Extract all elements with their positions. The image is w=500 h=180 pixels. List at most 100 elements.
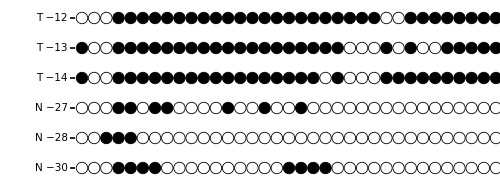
Circle shape	[442, 42, 453, 54]
Circle shape	[296, 102, 307, 114]
Circle shape	[198, 162, 209, 174]
Circle shape	[137, 162, 148, 174]
Circle shape	[198, 102, 209, 114]
Circle shape	[76, 72, 88, 84]
Circle shape	[478, 132, 490, 144]
Circle shape	[150, 102, 161, 114]
Circle shape	[380, 72, 392, 84]
Circle shape	[344, 102, 356, 114]
Circle shape	[284, 162, 294, 174]
Circle shape	[259, 102, 270, 114]
Circle shape	[320, 12, 332, 24]
Text: N −27: N −27	[35, 103, 68, 113]
Circle shape	[113, 12, 124, 24]
Circle shape	[308, 72, 319, 84]
Circle shape	[125, 42, 136, 54]
Circle shape	[393, 12, 404, 24]
Circle shape	[125, 162, 136, 174]
Text: N −30: N −30	[35, 163, 68, 173]
Circle shape	[186, 132, 198, 144]
Circle shape	[174, 12, 185, 24]
Circle shape	[320, 102, 332, 114]
Circle shape	[186, 102, 198, 114]
Circle shape	[88, 162, 100, 174]
Circle shape	[490, 102, 500, 114]
Circle shape	[198, 42, 209, 54]
Circle shape	[356, 12, 368, 24]
Circle shape	[417, 12, 428, 24]
Circle shape	[150, 72, 161, 84]
Circle shape	[125, 12, 136, 24]
Circle shape	[405, 42, 416, 54]
Circle shape	[356, 72, 368, 84]
Circle shape	[393, 162, 404, 174]
Circle shape	[296, 72, 307, 84]
Circle shape	[478, 102, 490, 114]
Circle shape	[380, 162, 392, 174]
Circle shape	[478, 42, 490, 54]
Circle shape	[76, 102, 88, 114]
Circle shape	[320, 132, 332, 144]
Circle shape	[417, 162, 428, 174]
Circle shape	[222, 42, 234, 54]
Circle shape	[150, 132, 161, 144]
Circle shape	[150, 42, 161, 54]
Circle shape	[454, 42, 465, 54]
Circle shape	[490, 42, 500, 54]
Circle shape	[405, 102, 416, 114]
Text: T −14: T −14	[36, 73, 68, 83]
Circle shape	[186, 42, 198, 54]
Circle shape	[174, 72, 185, 84]
Circle shape	[442, 132, 453, 144]
Circle shape	[174, 162, 185, 174]
Circle shape	[259, 162, 270, 174]
Circle shape	[271, 102, 282, 114]
Circle shape	[88, 102, 100, 114]
Circle shape	[174, 102, 185, 114]
Circle shape	[296, 12, 307, 24]
Circle shape	[125, 132, 136, 144]
Circle shape	[100, 162, 112, 174]
Circle shape	[210, 102, 222, 114]
Circle shape	[344, 42, 356, 54]
Circle shape	[478, 12, 490, 24]
Circle shape	[368, 132, 380, 144]
Circle shape	[332, 102, 344, 114]
Circle shape	[162, 42, 173, 54]
Circle shape	[308, 102, 319, 114]
Circle shape	[454, 72, 465, 84]
Circle shape	[210, 72, 222, 84]
Circle shape	[466, 132, 477, 144]
Text: N −28: N −28	[35, 133, 68, 143]
Circle shape	[100, 12, 112, 24]
Circle shape	[296, 132, 307, 144]
Circle shape	[259, 132, 270, 144]
Circle shape	[393, 42, 404, 54]
Circle shape	[271, 12, 282, 24]
Circle shape	[405, 12, 416, 24]
Circle shape	[368, 42, 380, 54]
Circle shape	[76, 12, 88, 24]
Circle shape	[137, 132, 148, 144]
Circle shape	[393, 102, 404, 114]
Circle shape	[186, 72, 198, 84]
Circle shape	[332, 162, 344, 174]
Circle shape	[478, 162, 490, 174]
Circle shape	[332, 72, 344, 84]
Circle shape	[417, 102, 428, 114]
Circle shape	[76, 132, 88, 144]
Circle shape	[234, 72, 246, 84]
Circle shape	[296, 162, 307, 174]
Circle shape	[100, 72, 112, 84]
Circle shape	[296, 42, 307, 54]
Circle shape	[442, 102, 453, 114]
Circle shape	[417, 132, 428, 144]
Circle shape	[332, 132, 344, 144]
Circle shape	[271, 42, 282, 54]
Circle shape	[490, 72, 500, 84]
Circle shape	[356, 102, 368, 114]
Circle shape	[234, 102, 246, 114]
Circle shape	[150, 162, 161, 174]
Circle shape	[271, 132, 282, 144]
Circle shape	[234, 132, 246, 144]
